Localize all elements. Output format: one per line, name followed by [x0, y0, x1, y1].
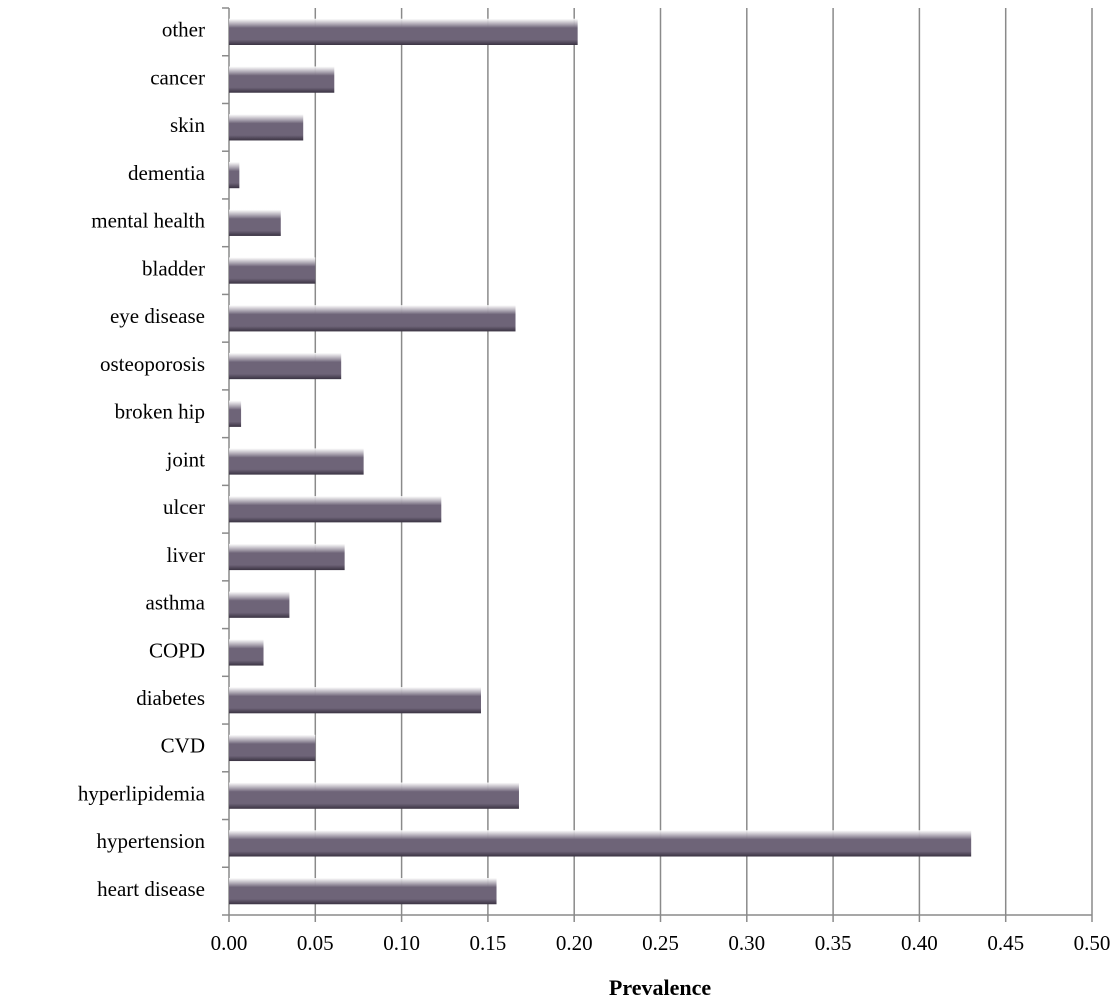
- bar: [229, 114, 304, 141]
- y-tick-label: skin: [170, 113, 206, 137]
- x-tick-label: 0.00: [211, 931, 248, 955]
- y-tick-label: hypertension: [97, 829, 206, 853]
- bar: [229, 543, 345, 571]
- bar: [229, 352, 342, 380]
- y-tick-label: broken hip: [115, 400, 205, 424]
- x-tick-label: 0.40: [901, 931, 938, 955]
- y-tick-label: heart disease: [97, 877, 205, 901]
- y-tick-label: COPD: [149, 638, 205, 662]
- bar: [229, 878, 497, 905]
- y-tick-label: diabetes: [136, 686, 205, 710]
- bar: [229, 66, 335, 93]
- bar: [229, 734, 316, 762]
- bar: [229, 496, 442, 523]
- x-tick-label: 0.50: [1074, 931, 1111, 955]
- x-tick-label: 0.05: [297, 931, 334, 955]
- y-tick-label: ulcer: [163, 495, 205, 519]
- bar: [229, 161, 240, 189]
- y-tick-label: joint: [165, 447, 205, 471]
- bar: [229, 400, 242, 427]
- y-tick-label: hyperlipidemia: [78, 781, 206, 805]
- bar: [229, 257, 316, 284]
- x-tick-label: 0.25: [642, 931, 679, 955]
- y-tick-label: liver: [167, 543, 205, 567]
- bar: [229, 209, 281, 236]
- x-axis-label: Prevalence: [609, 975, 711, 1000]
- x-tick-label: 0.10: [383, 931, 420, 955]
- bar: [229, 591, 290, 618]
- x-tick-label: 0.20: [556, 931, 593, 955]
- bar: [229, 782, 519, 809]
- y-tick-label: other: [162, 18, 205, 42]
- bar: [229, 687, 481, 714]
- bar: [229, 448, 364, 475]
- bar: [229, 305, 516, 332]
- x-tick-label: 0.15: [470, 931, 507, 955]
- y-tick-label: mental health: [91, 209, 205, 233]
- y-tick-label: asthma: [146, 591, 206, 615]
- y-tick-label: bladder: [142, 256, 205, 280]
- bar: [229, 639, 264, 666]
- y-tick-label: CVD: [161, 734, 205, 758]
- y-tick-label: eye disease: [110, 304, 205, 328]
- bar: [229, 18, 578, 45]
- x-tick-label: 0.35: [815, 931, 852, 955]
- bar: [229, 830, 972, 857]
- y-tick-label: osteoporosis: [100, 352, 205, 376]
- y-tick-label: cancer: [150, 65, 205, 89]
- y-tick-label: dementia: [128, 161, 206, 185]
- x-tick-label: 0.30: [728, 931, 765, 955]
- x-tick-label: 0.45: [987, 931, 1024, 955]
